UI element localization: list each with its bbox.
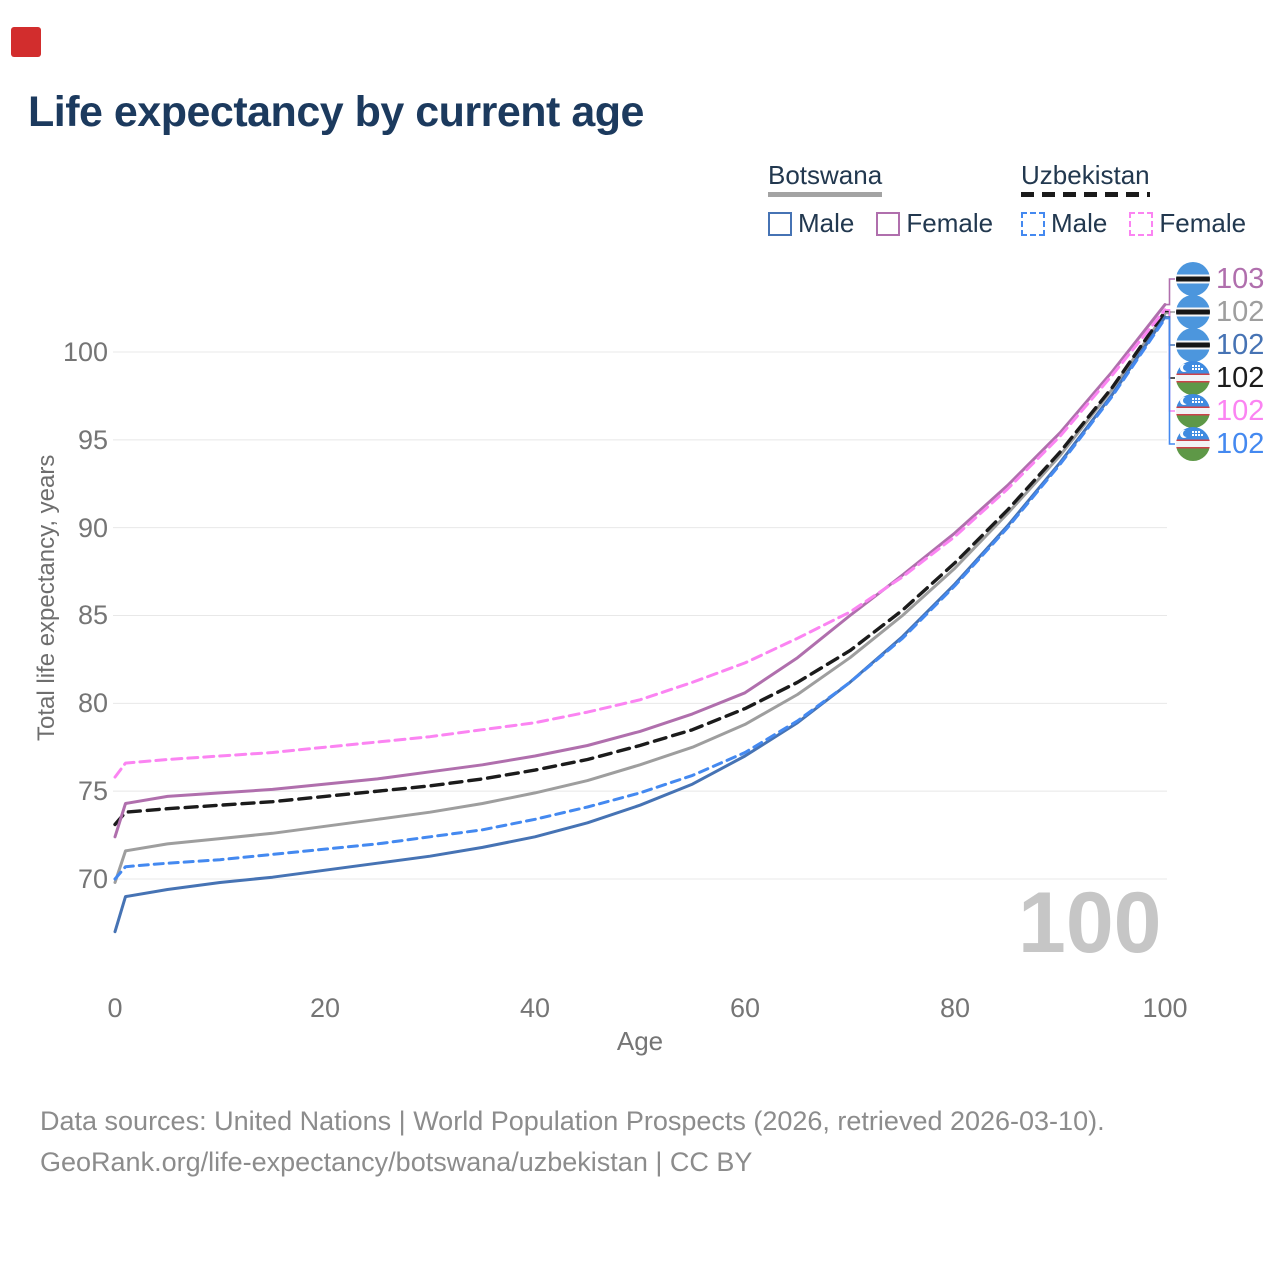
legend-item-label: Male — [798, 208, 855, 238]
y-tick-label: 70 — [77, 864, 108, 894]
legend-group-botswana: Botswana Male Female — [768, 160, 1015, 239]
end-value-label: 102 — [1216, 362, 1265, 394]
legend-item-botswana-female[interactable]: Female — [876, 208, 993, 239]
flag-icon-botswana — [1176, 328, 1210, 362]
series-line-uzbekistan-female[interactable] — [113, 308, 1167, 779]
end-value-label: 102 — [1216, 428, 1265, 460]
x-tick-label: 20 — [309, 993, 341, 1023]
flag-detail — [1183, 430, 1190, 437]
y-tick-label: 100 — [62, 336, 108, 367]
legend-item-label: Female — [1159, 208, 1247, 238]
series-line-uzbekistan-both-sexes[interactable] — [113, 309, 1167, 827]
y-tick-label: 95 — [77, 424, 108, 455]
y-tick-label: 90 — [77, 512, 108, 543]
series-line-botswana-female[interactable] — [113, 303, 1167, 839]
legend-country-label[interactable]: Botswana — [768, 160, 883, 190]
end-label-connector — [1165, 317, 1175, 445]
flag-icon-uzbekistan — [1176, 427, 1210, 461]
flag-icon-botswana — [1176, 262, 1210, 296]
flag-detail — [1183, 364, 1190, 371]
x-tick-label: 0 — [107, 993, 123, 1023]
end-value-label: 103 — [1216, 263, 1265, 295]
page-title: Life expectancy by current age — [28, 88, 644, 136]
legend-country-wrap: Botswana — [768, 160, 883, 197]
footer-data-sources: Data sources: United Nations | World Pop… — [40, 1106, 1105, 1136]
legend-underline-dashed — [1021, 192, 1150, 197]
x-tick-label: 80 — [939, 993, 971, 1023]
flag-detail — [1183, 397, 1190, 404]
end-label-connector — [1165, 278, 1175, 306]
y-tick-label: 85 — [77, 600, 108, 631]
legend-country-wrap: Uzbekistan — [1021, 160, 1150, 197]
series-line-botswana-male[interactable] — [113, 315, 1167, 934]
legend-item-uzbekistan-female[interactable]: Female — [1129, 208, 1246, 239]
legend-items-row: Male Female — [768, 208, 1015, 239]
y-tick-label: 75 — [77, 776, 108, 807]
flag-icon-botswana — [1176, 295, 1210, 329]
end-value-label: 102 — [1216, 395, 1265, 427]
footer-attribution: GeoRank.org/life-expectancy/botswana/uzb… — [40, 1147, 753, 1177]
flag-icon-uzbekistan — [1176, 394, 1210, 428]
legend-item-label: Male — [1051, 208, 1108, 238]
y-tick-label: 80 — [77, 688, 108, 719]
x-axis-title: Age — [616, 1026, 664, 1056]
legend-item-label: Female — [906, 208, 994, 238]
legend-item-uzbekistan-male[interactable]: Male — [1021, 208, 1107, 239]
x-tick-label: 60 — [729, 993, 761, 1023]
legend-group-uzbekistan: Uzbekistan Male Female — [1021, 160, 1268, 239]
legend-swatch-icon — [768, 211, 792, 236]
hover-age-watermark: 100 — [1018, 875, 1162, 971]
red-marker-overlay — [11, 27, 41, 57]
legend-items-row: Male Female — [1021, 208, 1268, 239]
flag-icon-uzbekistan — [1176, 361, 1210, 395]
x-tick-label: 40 — [519, 993, 551, 1023]
legend-underline-solid — [768, 192, 883, 197]
flag-detail — [1192, 365, 1194, 367]
end-value-label: 102 — [1216, 329, 1265, 361]
end-value-label: 102 — [1216, 296, 1265, 328]
legend-item-botswana-male[interactable]: Male — [768, 208, 854, 239]
legend-swatch-icon — [1129, 211, 1154, 236]
flag-detail — [1192, 431, 1194, 433]
series-line-botswana-both-sexes[interactable] — [113, 311, 1167, 884]
flag-detail — [1192, 398, 1194, 400]
legend-swatch-icon — [876, 211, 901, 236]
series-line-uzbekistan-male[interactable] — [113, 317, 1167, 881]
y-axis-title: Total life expectancy, years — [33, 454, 60, 742]
legend-swatch-icon — [1021, 211, 1045, 236]
x-tick-label: 100 — [1142, 993, 1188, 1023]
legend-country-label[interactable]: Uzbekistan — [1021, 160, 1150, 190]
